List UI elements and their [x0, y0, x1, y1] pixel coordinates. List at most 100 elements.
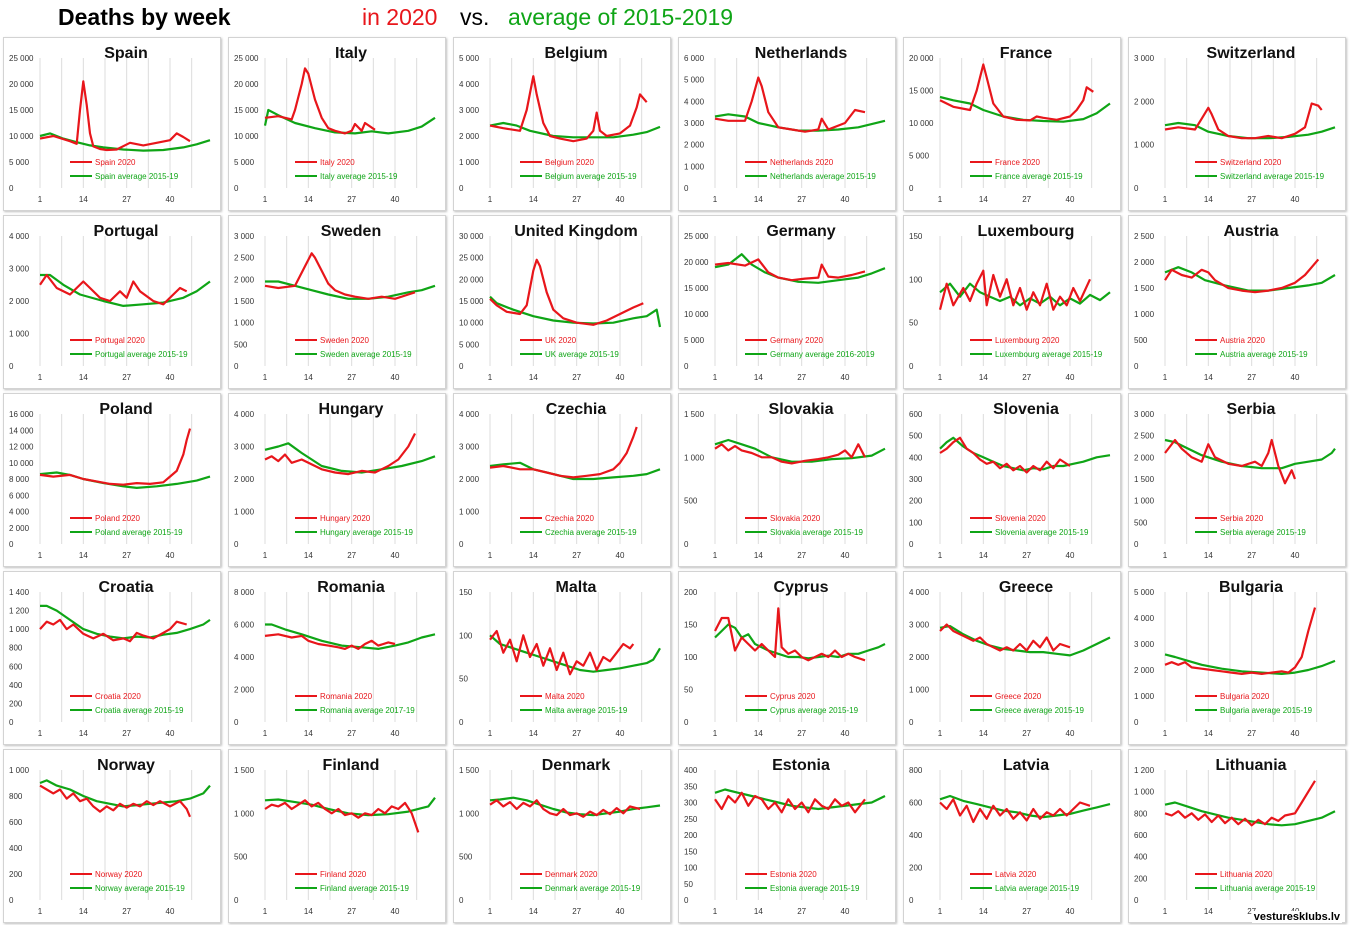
- legend-label: Germany 2020: [770, 336, 823, 345]
- y-tick-label: 10 000: [234, 132, 259, 141]
- y-tick-label: 0: [234, 362, 239, 371]
- chart-title: Finland: [323, 757, 380, 774]
- y-tick-label: 6 000: [9, 491, 30, 500]
- chart-panel-portugal: 0 1 000 2 000 3 000 4 000 1 14 27 40 Portugal Port…: [3, 215, 221, 389]
- chart-panel-netherlands: 0 1 000 2 000 3 000 4 000 5 000 6 000 1 14 27 40 Ne…: [678, 37, 896, 211]
- y-tick-label: 1 500: [234, 766, 255, 775]
- y-tick-label: 0: [684, 540, 689, 549]
- x-tick-label: 40: [616, 551, 625, 560]
- x-tick-label: 27: [797, 729, 806, 738]
- x-tick-label: 40: [1066, 551, 1075, 560]
- x-tick-label: 40: [391, 551, 400, 560]
- x-tick-label: 1: [713, 195, 718, 204]
- x-tick-label: 1: [38, 195, 43, 204]
- x-tick-label: 1: [488, 729, 493, 738]
- series-line-croatia-average-2015-19: [40, 604, 211, 640]
- y-tick-label: 600: [1134, 831, 1148, 840]
- series-line-france-2020: [939, 63, 1094, 122]
- chart-title: Bulgaria: [1219, 579, 1283, 596]
- y-tick-label: 15 000: [684, 284, 709, 293]
- x-tick-label: 40: [166, 195, 175, 204]
- y-tick-label: 5 000: [684, 336, 705, 345]
- y-tick-label: 8 000: [9, 475, 30, 484]
- y-tick-label: 10 000: [684, 310, 709, 319]
- legend-label: Croatia average 2015-19: [95, 706, 184, 715]
- y-tick-label: 500: [1134, 336, 1148, 345]
- chart-panel-czechia: 0 1 000 2 000 3 000 4 000 1 14 27 40 Czechia Czech…: [453, 393, 671, 567]
- y-tick-label: 50: [459, 675, 468, 684]
- y-tick-label: 400: [909, 453, 923, 462]
- legend-label: Serbia 2020: [1220, 514, 1264, 523]
- x-tick-label: 14: [754, 907, 763, 916]
- legend-label: Denmark 2020: [545, 870, 598, 879]
- x-tick-label: 40: [391, 907, 400, 916]
- y-tick-label: 1 000: [234, 319, 255, 328]
- legend-label: Netherlands average 2015-19: [770, 172, 876, 181]
- y-tick-label: 300: [684, 799, 698, 808]
- chart-title: Germany: [766, 223, 835, 240]
- legend-label: Czechia 2020: [545, 514, 594, 523]
- y-tick-label: 4 000: [459, 410, 480, 419]
- series-line-germany-2020: [714, 258, 866, 282]
- series-line-greece-average-2015-19: [939, 625, 1111, 657]
- y-tick-label: 6 000: [684, 54, 705, 63]
- x-tick-label: 27: [572, 373, 581, 382]
- x-tick-label: 1: [263, 373, 268, 382]
- series-line-finland-2020: [264, 799, 420, 833]
- x-tick-label: 27: [797, 907, 806, 916]
- chart-title: Belgium: [544, 45, 607, 62]
- x-tick-label: 40: [1066, 907, 1075, 916]
- x-tick-label: 1: [38, 373, 43, 382]
- chart-panel-bulgaria: 0 1 000 2 000 3 000 4 000 5 000 1 14 27 40 Bulgari…: [1128, 571, 1346, 745]
- chart-title: United Kingdom: [514, 223, 638, 240]
- x-tick-label: 27: [347, 729, 356, 738]
- y-tick-label: 20 000: [234, 80, 259, 89]
- y-tick-label: 1 500: [1134, 475, 1155, 484]
- y-tick-label: 800: [1134, 809, 1148, 818]
- x-tick-label: 1: [488, 373, 493, 382]
- chart-panel-sweden: 0 500 1 000 1 500 2 000 2 500 3 000 1 14 27 40 Swed…: [228, 215, 446, 389]
- y-tick-label: 1 200: [9, 607, 30, 616]
- chart-panel-luxembourg: 0 50 100 150 1 14 27 40 Luxembourg Luxembourg 202…: [903, 215, 1121, 389]
- chart-svg-switzerland: 0 1 000 2 000 3 000 1 14 27 40 Switzerland Switze…: [1134, 45, 1336, 204]
- chart-svg-germany: 0 5 000 10 000 15 000 20 000 25 000 1 14 27 40 Ger…: [684, 223, 886, 382]
- chart-svg-netherlands: 0 1 000 2 000 3 000 4 000 5 000 6 000 1 14 27 40 Ne…: [684, 45, 886, 204]
- chart-panel-slovenia: 0 100 200 300 400 500 600 1 14 27 40 Slovenia Sloven…: [903, 393, 1121, 567]
- series-line-slovenia-2020: [939, 436, 1071, 474]
- x-tick-label: 40: [166, 907, 175, 916]
- legend-label: Portugal average 2015-19: [95, 350, 188, 359]
- y-tick-label: 12 000: [9, 443, 34, 452]
- x-tick-label: 40: [391, 195, 400, 204]
- x-tick-label: 27: [1247, 373, 1256, 382]
- x-tick-label: 14: [79, 373, 88, 382]
- x-tick-label: 27: [797, 373, 806, 382]
- series-line-sweden-2020: [264, 252, 416, 300]
- y-tick-label: 0: [684, 896, 689, 905]
- x-tick-label: 1: [38, 907, 43, 916]
- y-tick-label: 2 000: [1134, 258, 1155, 267]
- legend-label: Greece average 2015-19: [995, 706, 1085, 715]
- x-tick-label: 1: [1163, 551, 1168, 560]
- legend-label: Switzerland 2020: [1220, 158, 1282, 167]
- chart-svg-slovenia: 0 100 200 300 400 500 600 1 14 27 40 Slovenia Sloven…: [909, 401, 1111, 560]
- y-tick-label: 200: [909, 497, 923, 506]
- series-line-czechia-average-2015-19: [489, 461, 661, 481]
- series-line-bulgaria-average-2015-19: [1164, 653, 1336, 675]
- x-tick-label: 27: [1247, 729, 1256, 738]
- y-tick-label: 15 000: [9, 106, 34, 115]
- figure-title: Deaths by week: [58, 4, 231, 30]
- chart-svg-estonia: 0 50 100 150 200 250 300 350 400 1 14 27 40 Estonia Es…: [684, 757, 886, 916]
- y-tick-label: 4 000: [234, 410, 255, 419]
- y-tick-label: 0: [234, 718, 239, 727]
- y-tick-label: 20 000: [684, 258, 709, 267]
- x-tick-label: 14: [304, 373, 313, 382]
- y-tick-label: 8 000: [234, 588, 255, 597]
- x-tick-label: 40: [841, 373, 850, 382]
- y-tick-label: 0: [234, 896, 239, 905]
- series-line-sweden-average-2015-19: [265, 280, 436, 300]
- x-tick-label: 40: [1291, 729, 1300, 738]
- y-tick-label: 200: [9, 699, 23, 708]
- chart-svg-denmark: 0 500 1 000 1 500 1 14 27 40 Denmark Denmark 2020…: [459, 757, 661, 916]
- chart-title: Lithuania: [1215, 757, 1286, 774]
